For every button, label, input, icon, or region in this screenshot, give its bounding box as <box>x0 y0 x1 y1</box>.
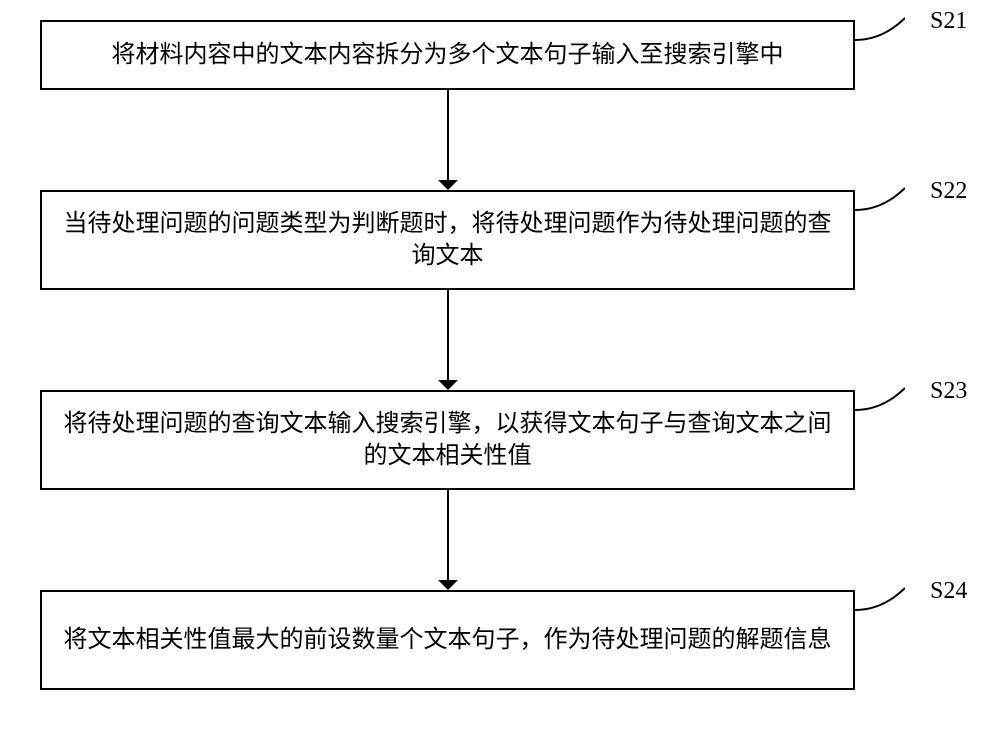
step-label-S23: S23 <box>930 378 967 405</box>
flow-node-text: 将文本相关性值最大的前设数量个文本句子，作为待处理问题的解题信息 <box>64 624 832 656</box>
flow-node-S24: 将文本相关性值最大的前设数量个文本句子，作为待处理问题的解题信息 <box>40 590 855 690</box>
flow-node-S23: 将待处理问题的查询文本输入搜索引擎，以获得文本句子与查询文本之间的文本相关性值 <box>40 390 855 490</box>
flow-node-text: 将待处理问题的查询文本输入搜索引擎，以获得文本句子与查询文本之间的文本相关性值 <box>52 408 843 473</box>
flowchart-canvas: 将材料内容中的文本内容拆分为多个文本句子输入至搜索引擎中 S21 当待处理问题的问题… <box>0 0 1000 733</box>
flow-arrow-head-icon <box>438 180 458 190</box>
flow-node-text: 将材料内容中的文本内容拆分为多个文本句子输入至搜索引擎中 <box>112 39 784 71</box>
flow-arrow-line <box>447 490 449 580</box>
flow-node-S21: 将材料内容中的文本内容拆分为多个文本句子输入至搜索引擎中 <box>40 20 855 90</box>
flow-arrow-head-icon <box>438 580 458 590</box>
flow-arrow-line <box>447 290 449 380</box>
step-bracket-icon <box>855 12 905 42</box>
flow-node-text: 当待处理问题的问题类型为判断题时，将待处理问题作为待处理问题的查询文本 <box>52 208 843 273</box>
flow-arrow-head-icon <box>438 380 458 390</box>
step-bracket-icon <box>855 582 905 612</box>
flow-arrow-line <box>447 90 449 180</box>
flow-node-S22: 当待处理问题的问题类型为判断题时，将待处理问题作为待处理问题的查询文本 <box>40 190 855 290</box>
step-label-S22: S22 <box>930 178 967 205</box>
step-bracket-icon <box>855 182 905 212</box>
step-label-S21: S21 <box>930 8 967 35</box>
step-label-S24: S24 <box>930 578 967 605</box>
step-bracket-icon <box>855 382 905 412</box>
